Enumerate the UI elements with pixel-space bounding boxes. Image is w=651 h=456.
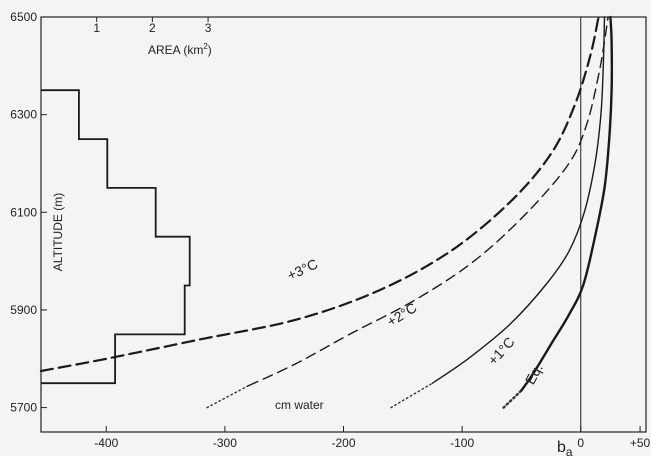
- area-tick-label: 2: [149, 21, 156, 35]
- plot-border: [40, 16, 647, 433]
- x-tick-label: -400: [94, 436, 118, 450]
- curve-label: +2°C: [384, 299, 419, 329]
- x-tick-label: -200: [331, 436, 355, 450]
- curve-1-c-end-point: [603, 17, 606, 19]
- area-tick-label: 3: [205, 21, 212, 35]
- curve-1-c-dotted-tail: [390, 382, 434, 409]
- x-tick-label: 0: [577, 436, 584, 450]
- curve-eq-dotted-tail: [502, 389, 523, 409]
- area-histogram: [41, 89, 191, 385]
- curve-1-c: [431, 16, 606, 384]
- x-axis-label: ba: [557, 439, 573, 456]
- curve-2-c-dotted-tail: [206, 384, 250, 409]
- x-tick-label: -300: [213, 436, 237, 450]
- y-axis-label: ALTITUDE (m): [51, 193, 65, 271]
- curve-label: +3°C: [285, 255, 320, 283]
- axis-ticks: -400 -300 -200 -100 0 +50 5700 5900 6100 6300 6500…: [10, 10, 650, 450]
- curve-2-c-end-point: [607, 17, 610, 19]
- x-tick-label: -100: [450, 436, 474, 450]
- x-unit-label: cm water: [275, 398, 324, 412]
- y-tick-label: 5900: [10, 303, 37, 317]
- curve-2-c: [247, 16, 609, 387]
- area-tick-label: 1: [93, 21, 100, 35]
- curve-eq-end-point: [609, 17, 612, 19]
- curve-3-c-end-point: [597, 17, 600, 19]
- area-step-outline: [41, 89, 191, 385]
- balance-curves: [39, 15, 614, 409]
- y-tick-label: 6100: [10, 205, 37, 219]
- plot-frame: [40, 16, 647, 433]
- y-tick-label: 6300: [10, 108, 37, 122]
- x-tick-label: +50: [630, 436, 651, 450]
- area-axis-label: AREA (km2): [148, 42, 212, 57]
- curve-label: +1°C: [484, 334, 517, 368]
- y-tick-label: 6500: [10, 10, 37, 24]
- y-tick-label: 5700: [10, 401, 37, 415]
- curve-eq: [520, 15, 614, 392]
- curve-3-c: [39, 15, 600, 373]
- chart-labels: ALTITUDE (m) AREA (km2) cm water ba +3°C…: [51, 42, 573, 456]
